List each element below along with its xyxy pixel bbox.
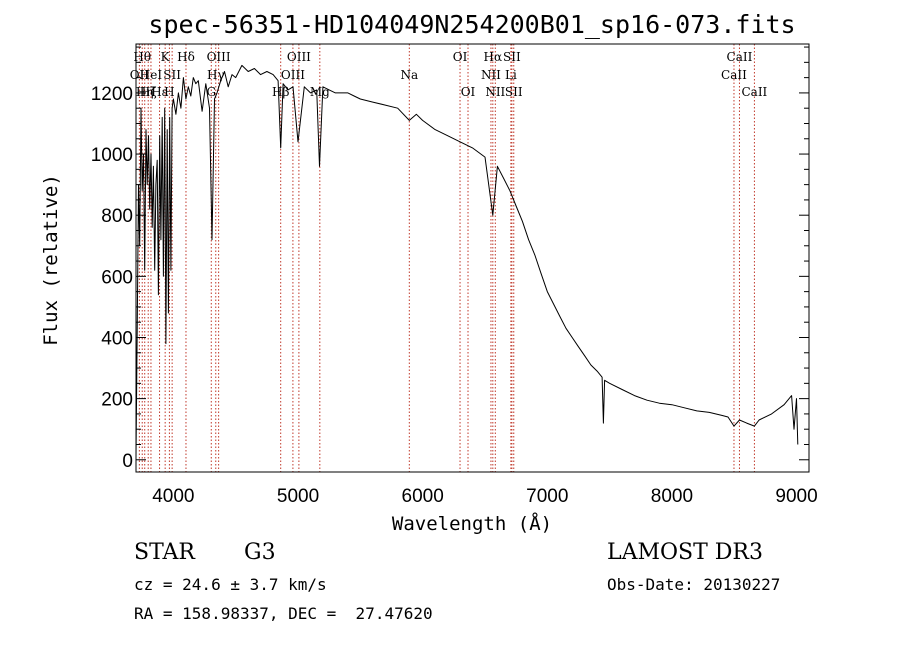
coordinates: RA = 158.98337, DEC = 27.47620 (134, 604, 433, 623)
x-tick-label-4000: 4000 (152, 486, 194, 507)
line-marker-label-23: Li (505, 68, 517, 82)
line-marker-label-21: Hα (484, 50, 503, 64)
y-tick-label-200: 200 (101, 390, 133, 411)
line-marker-label-17: Na (400, 68, 418, 82)
axis-tick-labels: 4000 5000 6000 7000 8000 9000 0 200 400 600 800 100… (91, 84, 818, 507)
y-tick-label-1000: 1000 (91, 145, 133, 166)
line-marker-label-25: SII (505, 85, 523, 99)
line-markers (138, 44, 755, 472)
y-tick-label-1200: 1200 (91, 84, 133, 105)
line-marker-label-12: OIII (207, 50, 231, 64)
line-marker-label-4: HeI (140, 68, 163, 82)
x-tick-label-8000: 8000 (651, 486, 693, 507)
x-tick-label-7000: 7000 (526, 486, 568, 507)
redshift-velocity: cz = 24.6 ± 3.7 km/s (134, 575, 327, 594)
line-marker-label-3: Hζ (140, 85, 157, 99)
line-marker-label-22: NII (485, 85, 505, 99)
object-class: STAR (134, 540, 195, 565)
line-marker-label-2: Hη (136, 85, 154, 99)
line-marker-label-14: OIII (281, 68, 305, 82)
line-marker-label-18: OI (453, 50, 468, 64)
x-tick-label-9000: 9000 (775, 486, 817, 507)
line-marker-label-11: Hγ (207, 68, 225, 82)
line-marker-label-13: Hβ (272, 85, 289, 99)
y-tick-label-0: 0 (122, 451, 133, 472)
line-marker-label-6: K (161, 50, 171, 64)
plot-frame (135, 43, 810, 473)
chart-title: spec-56351-HD104049N254200B01_sp16-073.f… (148, 10, 795, 39)
y-tick-label-800: 800 (101, 206, 133, 227)
survey-name: LAMOST DR3 (607, 540, 763, 565)
line-marker-label-8: SII (163, 68, 181, 82)
spectrum-line (135, 64, 799, 457)
line-marker-label-0: OII (130, 68, 150, 82)
line-marker-label-24: SII (503, 50, 521, 64)
spectrum-series (135, 64, 799, 457)
line-marker-label-15: OIII (287, 50, 311, 64)
observation-date: Obs-Date: 20130227 (607, 575, 781, 594)
x-tick-label-5000: 5000 (277, 486, 319, 507)
line-marker-label-5: Hε (151, 85, 168, 99)
line-marker-label-26: CaII (721, 68, 747, 82)
y-tick-label-400: 400 (101, 328, 133, 349)
line-marker-label-28: CaII (741, 85, 767, 99)
line-marker-label-27: CaII (727, 50, 753, 64)
axis-ticks (136, 46, 809, 461)
y-tick-label-600: 600 (101, 267, 133, 288)
line-marker-label-10: G (206, 85, 216, 99)
y-axis-label: Flux (relative) (40, 174, 62, 346)
line-marker-label-16: Mg (310, 85, 330, 99)
line-marker-label-7: H (164, 85, 174, 99)
object-subclass: G3 (244, 540, 276, 565)
x-axis-label: Wavelength (Å) (392, 512, 552, 535)
line-marker-label-1: Hθ (133, 50, 151, 64)
line-marker-label-20: NII (481, 68, 501, 82)
line-marker-label-19: OI (461, 85, 476, 99)
x-tick-label-6000: 6000 (402, 486, 444, 507)
line-marker-label-9: Hδ (177, 50, 195, 64)
